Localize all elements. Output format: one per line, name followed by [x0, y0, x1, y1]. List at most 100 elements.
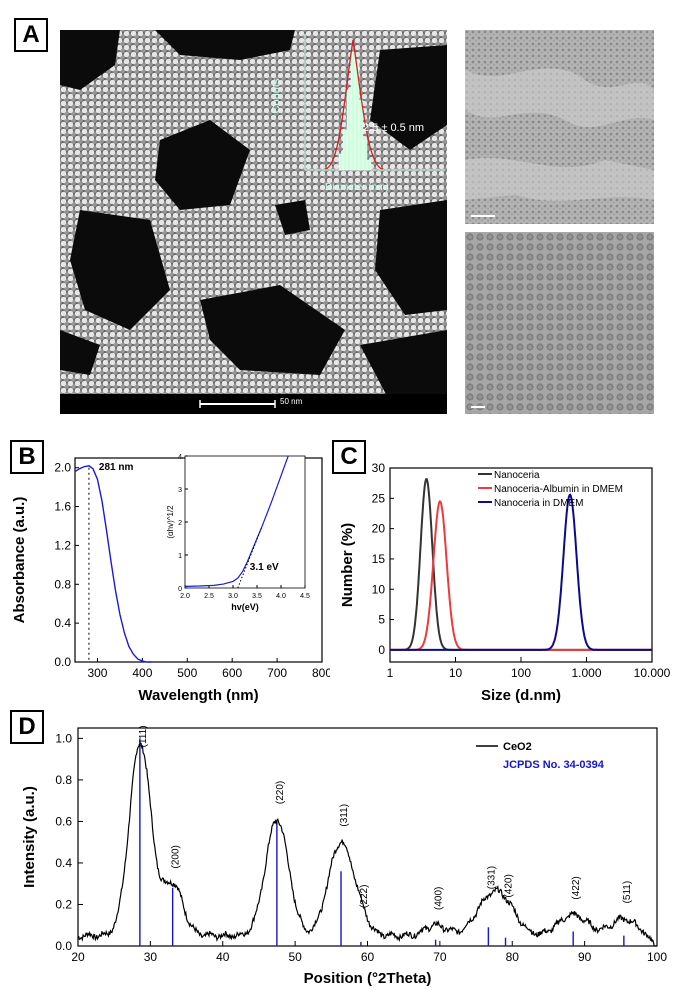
y-tick-label: 2.0	[54, 461, 71, 475]
x-tick-label: 60	[361, 950, 375, 964]
legend-series: CeO2	[503, 741, 532, 753]
x-tick-label: 30	[144, 950, 158, 964]
hkl-label-5: (400)	[434, 887, 445, 910]
panel-label-d: D	[10, 710, 44, 744]
inset-y-tick-label: 4	[178, 454, 182, 461]
absorbance-curve	[74, 465, 152, 663]
histogram-annotation: 2.5 ± 0.5 nm	[363, 122, 425, 134]
y-tick-label: 0.8	[55, 773, 72, 787]
x-tick-label: 1.000	[571, 666, 601, 680]
x-tick-label: 10.000	[634, 666, 671, 680]
inset-x-tick-label: 4.5	[300, 593, 310, 600]
panel-label-b: B	[10, 440, 44, 474]
tem-image-bottom-svg	[465, 232, 654, 414]
x-tick-label: 90	[578, 950, 592, 964]
scale-bar-label: 50 nm	[280, 397, 303, 406]
stem-micrograph: 50 nm Counts 2.5 ± 0.5 nm Diameter (nm)	[60, 30, 447, 414]
y-tick-label: 0	[378, 643, 385, 657]
x-tick-label: 70	[433, 950, 447, 964]
inset-x-tick-label: 2.0	[180, 593, 190, 600]
x-tick-label: 40	[216, 950, 230, 964]
legend-reference: JCPDS No. 34-0394	[503, 759, 605, 771]
x-tick-label: 10	[449, 666, 463, 680]
y-tick-label: 0.6	[55, 814, 72, 828]
inset-x-tick-label: 3.5	[252, 593, 262, 600]
inset-x-tick-label: 2.5	[204, 593, 214, 600]
hkl-label-8: (422)	[571, 876, 582, 899]
y-tick-label: 0.4	[55, 856, 72, 870]
legend-label-0: Nanoceria	[494, 470, 540, 481]
inset-y-tick-label: 1	[178, 553, 182, 560]
x-tick-label: 700	[267, 666, 287, 680]
x-tick-label: 50	[288, 950, 302, 964]
y-tick-label: 20	[372, 522, 386, 536]
x-axis-label: Wavelength (nm)	[138, 687, 258, 704]
y-tick-label: 1.2	[54, 538, 71, 552]
y-axis-label: Number (%)	[339, 523, 356, 607]
tem-image-top	[465, 30, 654, 224]
x-tick-label: 600	[222, 666, 242, 680]
inset-y-tick-label: 3	[178, 487, 182, 494]
x-tick-label: 80	[506, 950, 520, 964]
histogram-y-label: Counts	[270, 78, 283, 114]
peak-annotation: 281 nm	[99, 462, 134, 473]
series-line-2	[390, 493, 652, 651]
y-tick-label: 25	[372, 491, 386, 505]
y-tick-label: 0.8	[54, 577, 71, 591]
histogram-x-label: Diameter (nm)	[325, 182, 389, 193]
hkl-label-1: (200)	[171, 845, 182, 868]
x-tick-label: 500	[177, 666, 197, 680]
legend-label-2: Nanoceria in DMEM	[494, 498, 583, 509]
x-tick-label: 400	[132, 666, 152, 680]
x-tick-label: 100	[511, 666, 531, 680]
hkl-label-7: (420)	[504, 874, 515, 897]
panel-label-c: C	[332, 440, 366, 474]
x-tick-label: 300	[87, 666, 107, 680]
x-tick-label: 800	[312, 666, 330, 680]
stem-micrograph-image	[60, 30, 447, 414]
tauc-tangent	[237, 526, 263, 589]
inset-y-tick-label: 0	[178, 586, 182, 593]
y-tick-label: 5	[378, 613, 385, 627]
absorbance-chart: 300 400 500 600 700 800 0.0 0.4 0.8 1.2 1.6 2.0 Wave…	[11, 454, 330, 704]
inset-frame	[184, 455, 306, 589]
x-tick-label: 1	[387, 666, 394, 680]
x-tick-label: 20	[71, 950, 85, 964]
hkl-label-4: (222)	[359, 885, 370, 908]
y-tick-label: 1.0	[55, 731, 72, 745]
histogram-svg	[304, 34, 445, 171]
tauc-annotation: 3.1 eV	[250, 562, 279, 573]
y-tick-label: 0.2	[55, 897, 72, 911]
inset-x-tick-label: 3.0	[228, 593, 238, 600]
hkl-label-9: (511)	[622, 881, 633, 904]
xrd-pattern	[77, 742, 657, 947]
hkl-label-6: (331)	[486, 866, 497, 889]
y-tick-label: 0.4	[54, 616, 71, 630]
dls-size-chart: 1 10 100 1.000 10.000 0 5 10 15 20 25 30 Size (d.nm)…	[339, 461, 671, 704]
inset-x-label: hv(eV)	[231, 602, 259, 612]
series-line-1	[390, 500, 652, 651]
legend-label-1: Nanoceria-Albumin in DMEM	[494, 484, 623, 495]
y-tick-label: 10	[372, 582, 386, 596]
y-axis-label: Intensity (a.u.)	[21, 786, 38, 888]
x-tick-label: 100	[647, 950, 667, 964]
tem-image-bottom	[465, 232, 654, 414]
hkl-label-2: (220)	[275, 781, 286, 804]
y-tick-label: 0.0	[54, 655, 71, 669]
x-axis-label: Size (d.nm)	[481, 687, 561, 704]
y-axis-label: Absorbance (a.u.)	[11, 497, 28, 624]
x-axis-label: Position (°2Theta)	[304, 970, 432, 987]
xrd-chart: 20 30 40 50 60 70 80 90 100 0.0 0.2 0.4 0.6 0.8 1.0 Pos…	[21, 725, 667, 987]
inset-y-tick-label: 2	[178, 520, 182, 527]
hkl-label-0: (111)	[138, 725, 149, 747]
y-tick-label: 15	[372, 552, 386, 566]
inset-y-label: (αhv)^1/2	[166, 505, 175, 539]
y-tick-label: 1.6	[54, 500, 71, 514]
tem-image-top-svg	[465, 30, 654, 224]
y-tick-label: 0.0	[55, 939, 72, 953]
inset-x-tick-label: 4.0	[276, 593, 286, 600]
panel-label-a: A	[14, 18, 48, 52]
tauc-curve	[184, 455, 289, 587]
size-histogram-inset: Counts 2.5 ± 0.5 nm Diameter (nm)	[265, 30, 447, 198]
y-tick-label: 30	[372, 461, 386, 475]
